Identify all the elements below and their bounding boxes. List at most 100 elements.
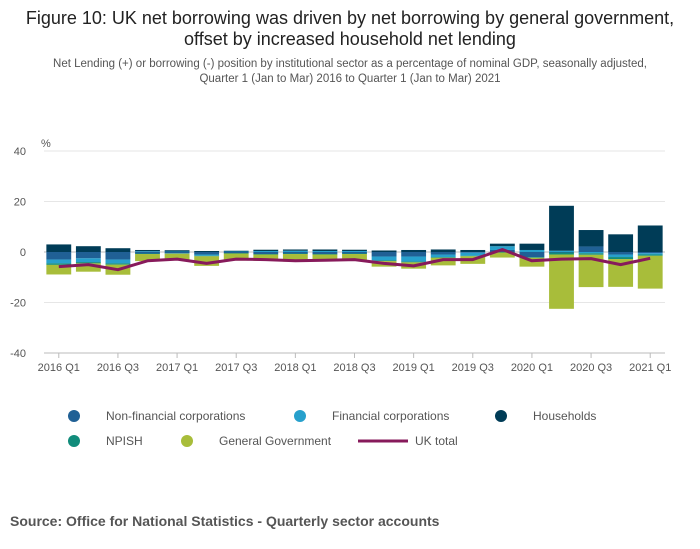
bar-segment-npish bbox=[46, 263, 72, 265]
bar-segment-households bbox=[578, 230, 604, 247]
x-tick-label: 2017 Q3 bbox=[215, 362, 257, 374]
legend-swatch-non-financial-corporations bbox=[68, 410, 80, 422]
x-tick-label: 2016 Q1 bbox=[38, 362, 80, 374]
bar-segment-non-financial-corporations bbox=[401, 252, 427, 257]
bar-segment-general-government bbox=[194, 256, 220, 266]
bar-segment-non-financial-corporations bbox=[608, 252, 634, 255]
x-tick-label: 2019 Q3 bbox=[452, 362, 494, 374]
bar-segment-general-government bbox=[430, 257, 456, 266]
x-tick-label: 2018 Q1 bbox=[274, 362, 316, 374]
x-tick-label: 2020 Q1 bbox=[511, 362, 553, 374]
bar-segment-households bbox=[312, 249, 338, 251]
bar-segment-non-financial-corporations bbox=[460, 252, 486, 253]
bar-segment-npish bbox=[430, 257, 456, 258]
bar-segment-households bbox=[401, 249, 427, 252]
bar-segment-financial-corporations bbox=[430, 254, 456, 258]
bar-segment-households bbox=[608, 234, 634, 252]
bar-segment-financial-corporations bbox=[75, 258, 101, 263]
bar-segment-financial-corporations bbox=[342, 250, 367, 252]
legend-swatch-financial-corporations bbox=[294, 410, 306, 422]
bar-segment-financial-corporations bbox=[519, 249, 545, 252]
bar-segment-households bbox=[194, 250, 220, 252]
bar-segment-general-government bbox=[223, 253, 249, 261]
bar-segment-households bbox=[519, 243, 545, 250]
bar-segment-npish bbox=[135, 253, 160, 255]
y-tick-label: 0 bbox=[20, 247, 26, 259]
bar-segment-general-government bbox=[135, 254, 160, 262]
legend-swatch-npish bbox=[68, 435, 80, 447]
bar-segment-npish bbox=[460, 255, 486, 257]
y-tick-label: -20 bbox=[10, 298, 26, 310]
bar-segment-non-financial-corporations bbox=[105, 252, 131, 260]
x-tick-label: 2020 Q3 bbox=[570, 362, 612, 374]
bar-segment-general-government bbox=[549, 254, 574, 309]
bar-segment-households bbox=[223, 250, 249, 252]
bar-segment-non-financial-corporations bbox=[223, 252, 249, 254]
bar-segment-npish bbox=[637, 254, 663, 256]
bar-segment-financial-corporations bbox=[460, 252, 486, 256]
bar-segment-financial-corporations bbox=[164, 251, 190, 252]
bar-segment-npish bbox=[401, 261, 427, 263]
bar-segment-non-financial-corporations bbox=[135, 252, 160, 254]
bar-segment-households bbox=[342, 249, 367, 251]
bar-segment-financial-corporations bbox=[223, 251, 249, 252]
source-note: Source: Office for National Statistics -… bbox=[10, 513, 440, 529]
bar-segment-households bbox=[253, 249, 279, 251]
legend-swatch-general-government bbox=[181, 435, 193, 447]
bar-segment-non-financial-corporations bbox=[46, 252, 72, 260]
bar-segment-non-financial-corporations bbox=[637, 252, 663, 254]
bar-segment-financial-corporations bbox=[46, 259, 72, 264]
bar-segment-npish bbox=[253, 254, 279, 255]
bar-segment-npish bbox=[371, 260, 397, 262]
legend-label-uk-total: UK total bbox=[415, 434, 458, 448]
bar-segment-general-government bbox=[282, 254, 308, 262]
bar-segment-non-financial-corporations bbox=[194, 252, 220, 255]
bar-segment-financial-corporations bbox=[637, 253, 663, 255]
bar-segment-non-financial-corporations bbox=[371, 252, 397, 257]
legend-label-households: Households bbox=[533, 409, 596, 423]
bar-segment-npish bbox=[608, 257, 634, 260]
bar-segment-npish bbox=[223, 253, 249, 254]
legend-label-general-government: General Government bbox=[219, 434, 332, 448]
y-tick-label: 20 bbox=[14, 197, 26, 209]
bar-segment-financial-corporations bbox=[312, 250, 338, 252]
bar-segment-npish bbox=[164, 253, 190, 254]
uk-total-line bbox=[58, 248, 651, 272]
x-tick-label: 2018 Q3 bbox=[333, 362, 375, 374]
bar-segment-non-financial-corporations bbox=[282, 252, 308, 254]
bar-segment-households bbox=[637, 225, 663, 252]
bar-segment-non-financial-corporations bbox=[164, 252, 190, 254]
bar-segment-non-financial-corporations bbox=[549, 252, 574, 253]
x-tick-label: 2016 Q3 bbox=[97, 362, 139, 374]
bar-segment-npish bbox=[342, 253, 367, 255]
bar-segment-financial-corporations bbox=[105, 259, 131, 264]
bar-segment-financial-corporations bbox=[371, 256, 397, 261]
x-tick-label: 2019 Q1 bbox=[393, 362, 435, 374]
bar-segment-households bbox=[460, 249, 486, 252]
bar-segment-households bbox=[549, 205, 574, 251]
chart-title: Figure 10: UK net borrowing was driven b… bbox=[25, 8, 675, 49]
bar-segment-general-government bbox=[164, 253, 190, 261]
legend-label-npish: NPISH bbox=[106, 434, 143, 448]
bar-segment-financial-corporations bbox=[253, 250, 279, 252]
bar-segment-npish bbox=[519, 257, 545, 258]
bar-segment-npish bbox=[578, 253, 604, 255]
y-axis-label: % bbox=[41, 138, 51, 150]
bar-segment-non-financial-corporations bbox=[312, 252, 338, 255]
bar-segment-financial-corporations bbox=[608, 254, 634, 258]
bar-segment-financial-corporations bbox=[135, 251, 160, 252]
bar-segment-npish bbox=[75, 262, 101, 264]
x-tick-label: 2021 Q1 bbox=[629, 362, 671, 374]
bar-segment-npish bbox=[549, 252, 574, 255]
x-tick-label: 2017 Q1 bbox=[156, 362, 198, 374]
legend-label-financial-corporations: Financial corporations bbox=[332, 409, 449, 423]
bar-segment-non-financial-corporations bbox=[342, 252, 367, 254]
bar-segment-households bbox=[105, 248, 131, 252]
bar-segment-non-financial-corporations bbox=[519, 252, 545, 258]
bar-segment-households bbox=[371, 250, 397, 252]
bar-segment-households bbox=[489, 243, 515, 247]
bar-segment-general-government bbox=[489, 252, 515, 258]
bar-segment-households bbox=[75, 246, 101, 252]
bar-segment-financial-corporations bbox=[549, 250, 574, 252]
